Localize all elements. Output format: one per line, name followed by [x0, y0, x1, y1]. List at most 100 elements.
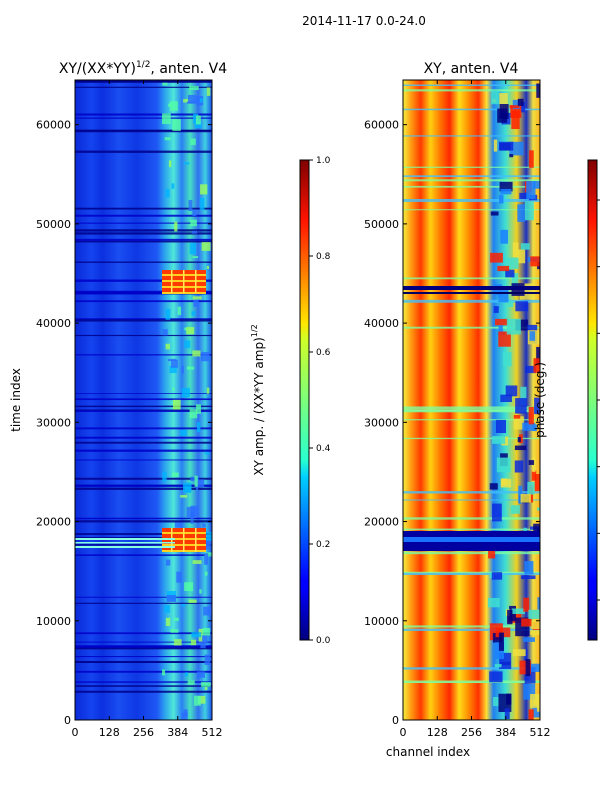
y-tick-label: 60000: [364, 119, 399, 132]
amplitude-texture-patch: [195, 479, 205, 488]
amplitude-texture-band: [75, 487, 212, 490]
phase-texture-patch: [499, 103, 509, 119]
amplitude-texture-band: [75, 150, 212, 153]
phase-texture-patch: [504, 708, 510, 720]
amplitude-texture-patch: [186, 101, 197, 104]
phase-texture-band: [403, 166, 540, 168]
x-tick-label: 0: [72, 726, 79, 739]
phase-texture-patch: [532, 699, 540, 718]
amplitude-texture-patch: [170, 359, 178, 368]
amplitude-texture-patch: [191, 230, 198, 234]
phase-texture-patch: [491, 90, 499, 105]
amplitude-high-block: [195, 528, 197, 552]
amplitude-texture-patch: [199, 589, 202, 594]
amplitude-texture-patch: [206, 387, 210, 394]
phase-texture-patch: [499, 93, 508, 112]
phase-texture-patch: [533, 523, 540, 532]
phase-texture-patch: [498, 141, 514, 151]
amplitude-texture-band: [75, 520, 212, 523]
amplitude-texture-patch: [196, 96, 204, 106]
amplitude-high-block: [183, 270, 185, 293]
phase-texture-patch: [517, 98, 524, 106]
phase-texture-patch: [505, 257, 519, 269]
phase-texture-band: [403, 84, 540, 86]
phase-texture-patch: [489, 483, 498, 490]
phase-texture-patch: [499, 181, 513, 192]
amplitude-texture-patch: [202, 523, 206, 528]
amplitude-texture-patch: [192, 209, 197, 216]
phase-texture-patch: [490, 252, 503, 263]
amplitude-texture-patch: [162, 113, 171, 125]
amplitude-texture-patch: [192, 350, 201, 357]
amplitude-texture-patch: [190, 138, 196, 146]
amplitude-texture-band: [75, 129, 212, 133]
amplitude-texture-patch: [162, 329, 168, 336]
phase-texture-patch: [519, 660, 532, 675]
amplitude-texture-band: [75, 690, 212, 693]
phase-texture-patch: [524, 649, 528, 661]
colorbar-tick-label: 0.2: [316, 540, 330, 550]
amplitude-texture-patch: [189, 86, 199, 90]
phase-texture-band: [403, 572, 540, 576]
amplitude-texture-patch: [172, 472, 179, 478]
amplitude-texture-band: [75, 449, 212, 452]
phase-texture-patch: [488, 597, 500, 608]
amplitude-texture-band: [75, 670, 212, 673]
amplitude-texture-band: [75, 544, 212, 546]
phase-texture-patch: [512, 242, 519, 258]
y-tick-label: 20000: [364, 516, 399, 529]
phase-texture-patch: [498, 331, 511, 347]
amplitude-texture-patch: [187, 94, 197, 104]
phase-texture-patch: [530, 663, 540, 673]
amplitude-texture-patch: [189, 409, 198, 419]
phase-texture-patch: [524, 201, 534, 221]
amplitude-texture-patch: [181, 387, 191, 398]
amplitude-texture-band: [75, 279, 212, 282]
phase-texture-band: [403, 406, 540, 410]
amplitude-texture-patch: [192, 296, 202, 300]
phase-texture-patch: [525, 365, 536, 374]
phase-texture-patch: [511, 110, 520, 130]
phase-texture-patch: [494, 663, 502, 668]
amplitude-texture-patch: [164, 137, 171, 141]
colorbar-tick-label: 0.0: [316, 636, 331, 646]
time-index-label: time index: [9, 368, 23, 432]
amplitude-colorbar-label: XY amp. / (XX*YY amp)1/2: [250, 324, 266, 475]
amplitude-texture-band: [75, 546, 175, 548]
amplitude-texture-patch: [188, 200, 193, 211]
colorbar-tick-label: 0.6: [316, 348, 331, 358]
phase-texture-band: [403, 499, 540, 501]
phase-texture-patch: [523, 637, 535, 642]
phase-texture-patch: [491, 572, 503, 580]
amplitude-texture-patch: [174, 639, 182, 646]
phase-texture-patch: [513, 415, 521, 419]
phase-texture-patch: [520, 386, 527, 406]
amplitude-texture-band: [75, 596, 212, 598]
amplitude-texture-patch: [169, 101, 178, 111]
phase-texture-band: [403, 179, 540, 182]
amplitude-texture-band: [75, 292, 212, 295]
phase-texture-patch: [498, 288, 509, 303]
phase-texture-patch: [528, 460, 535, 465]
amplitude-texture-band: [75, 240, 212, 243]
phase-texture-band: [403, 326, 540, 329]
amplitude-texture-band: [75, 647, 212, 650]
phase-texture-patch: [500, 229, 508, 244]
amplitude-colorbar-gradient: [299, 159, 310, 641]
phase-texture-patch: [534, 474, 540, 492]
amplitude-panel-title: XY/(XX*YY)1/2, anten. V4: [59, 60, 227, 77]
amplitude-texture-patch: [174, 617, 179, 621]
amplitude-texture-patch: [201, 682, 211, 687]
amplitude-texture-patch: [176, 571, 182, 583]
phase-texture-band: [403, 419, 540, 421]
phase-texture-patch: [500, 394, 512, 403]
phase-texture-patch: [514, 445, 527, 451]
amplitude-texture-patch: [191, 632, 202, 638]
phase-texture-patch: [489, 671, 503, 683]
amplitude-texture-patch: [184, 340, 191, 349]
amplitude-texture-patch: [170, 629, 179, 633]
amplitude-texture-band: [75, 291, 212, 294]
phase-texture-patch: [528, 609, 540, 619]
phase-texture-patch: [530, 256, 540, 267]
amplitude-texture-patch: [206, 265, 210, 270]
